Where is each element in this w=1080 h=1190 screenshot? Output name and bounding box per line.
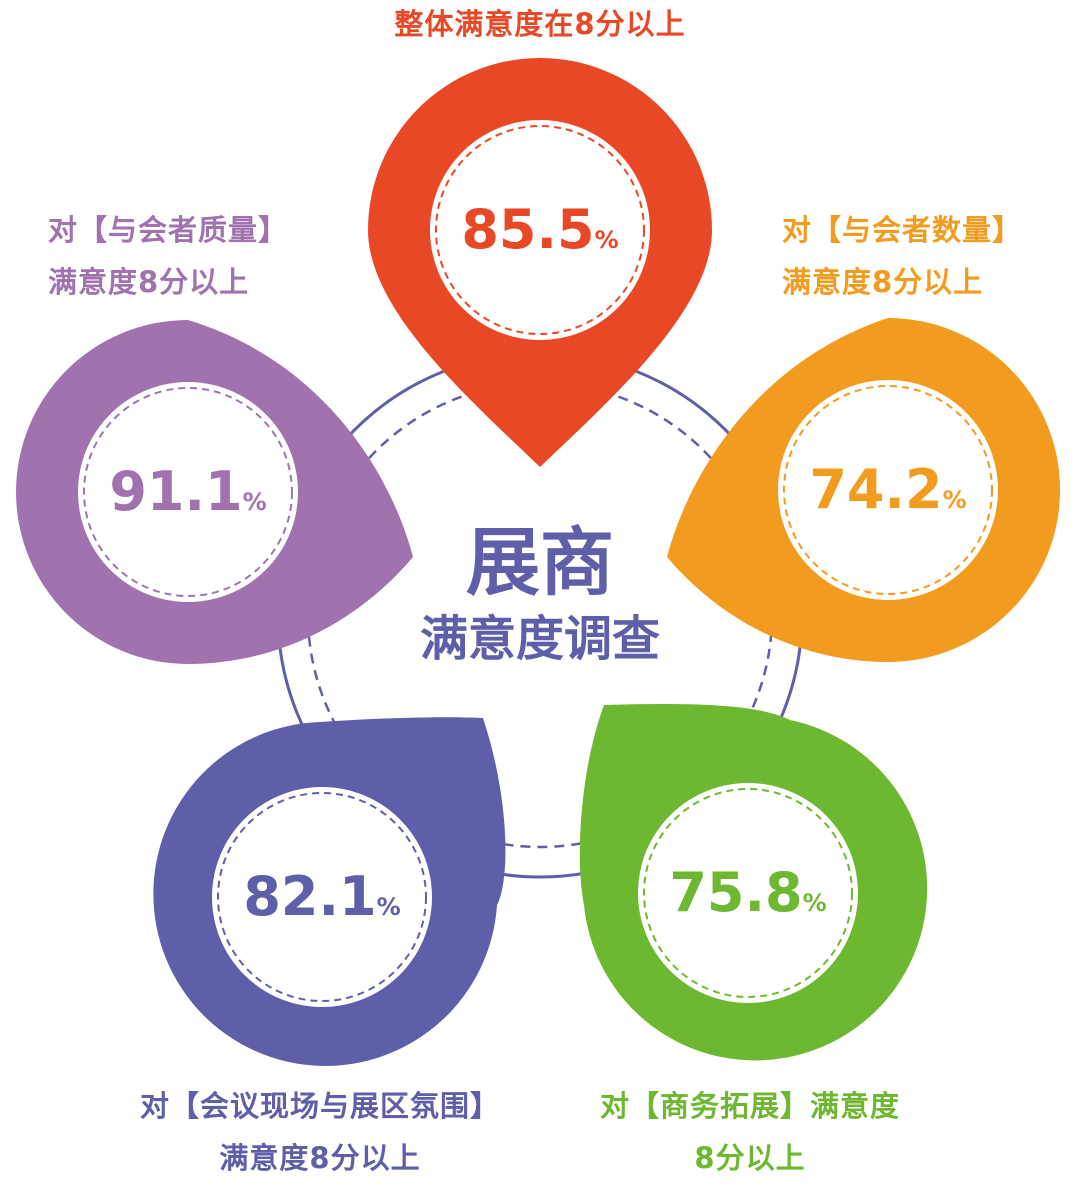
pin-venue-atmosphere: 82.1%	[153, 717, 506, 1066]
pin-attendee-quantity-unit: %	[943, 486, 967, 514]
pin-attendee-quantity-inner	[778, 380, 998, 600]
pin-business-expansion-inner	[638, 783, 858, 1003]
pin-overall: 85.5%	[368, 58, 712, 467]
pin-attendee-quality-value: 91.1%	[109, 460, 266, 523]
pin-business-expansion-number: 75.8	[669, 861, 802, 924]
pin-overall-dash	[435, 125, 645, 335]
pin-business-expansion: 75.8%	[579, 703, 928, 1061]
pin-venue-atmosphere-value: 82.1%	[243, 865, 400, 928]
center-title: 展商	[466, 520, 614, 606]
pin-attendee-quality-number: 91.1	[109, 460, 242, 523]
pin-business-expansion-unit: %	[803, 889, 827, 917]
label-business-expansion-line-1: 对【商务拓展】满意度	[599, 1089, 900, 1123]
label-attendee-quantity: 对【与会者数量】 满意度8分以上	[782, 204, 1022, 308]
label-business-expansion: 对【商务拓展】满意度 8分以上	[560, 1080, 940, 1184]
pin-venue-atmosphere-dash	[217, 792, 427, 1002]
pin-venue-atmosphere-unit: %	[377, 893, 401, 921]
label-venue-atmosphere-line-1: 对【会议现场与展区氛围】	[139, 1089, 500, 1123]
label-business-expansion-line-2: 8分以上	[694, 1141, 806, 1175]
center-subtitle: 满意度调查	[420, 611, 660, 667]
pin-attendee-quantity: 74.2%	[667, 317, 1061, 662]
label-venue-atmosphere-line-2: 满意度8分以上	[219, 1141, 421, 1175]
pin-attendee-quality-inner	[78, 382, 298, 602]
label-overall-line-1: 整体满意度在8分以上	[394, 7, 686, 41]
pin-business-expansion-dash	[643, 788, 853, 998]
pin-venue-atmosphere-inner	[212, 787, 432, 1007]
pin-attendee-quantity-value: 74.2%	[809, 458, 966, 521]
pin-overall-inner	[430, 120, 650, 340]
pin-attendee-quality-dash	[83, 387, 293, 597]
pin-attendee-quality: 91.1%	[16, 320, 413, 664]
label-venue-atmosphere: 对【会议现场与展区氛围】 满意度8分以上	[100, 1080, 540, 1184]
pin-venue-atmosphere-number: 82.1	[243, 865, 376, 928]
label-attendee-quantity-line-1: 对【与会者数量】	[782, 213, 1023, 247]
label-attendee-quality: 对【与会者质量】 满意度8分以上	[48, 204, 288, 308]
pin-overall-number: 85.5	[461, 198, 594, 261]
pin-business-expansion-value: 75.8%	[669, 861, 826, 924]
pin-attendee-quantity-number: 74.2	[809, 458, 942, 521]
pin-attendee-quantity-dash	[783, 385, 993, 595]
label-overall: 整体满意度在8分以上	[0, 0, 1080, 50]
label-attendee-quantity-line-2: 满意度8分以上	[782, 265, 984, 299]
pin-overall-value: 85.5%	[461, 198, 618, 261]
pin-overall-unit: %	[595, 226, 619, 254]
label-attendee-quality-line-1: 对【与会者质量】	[48, 213, 289, 247]
pin-attendee-quality-unit: %	[243, 488, 267, 516]
label-attendee-quality-line-2: 满意度8分以上	[48, 265, 250, 299]
